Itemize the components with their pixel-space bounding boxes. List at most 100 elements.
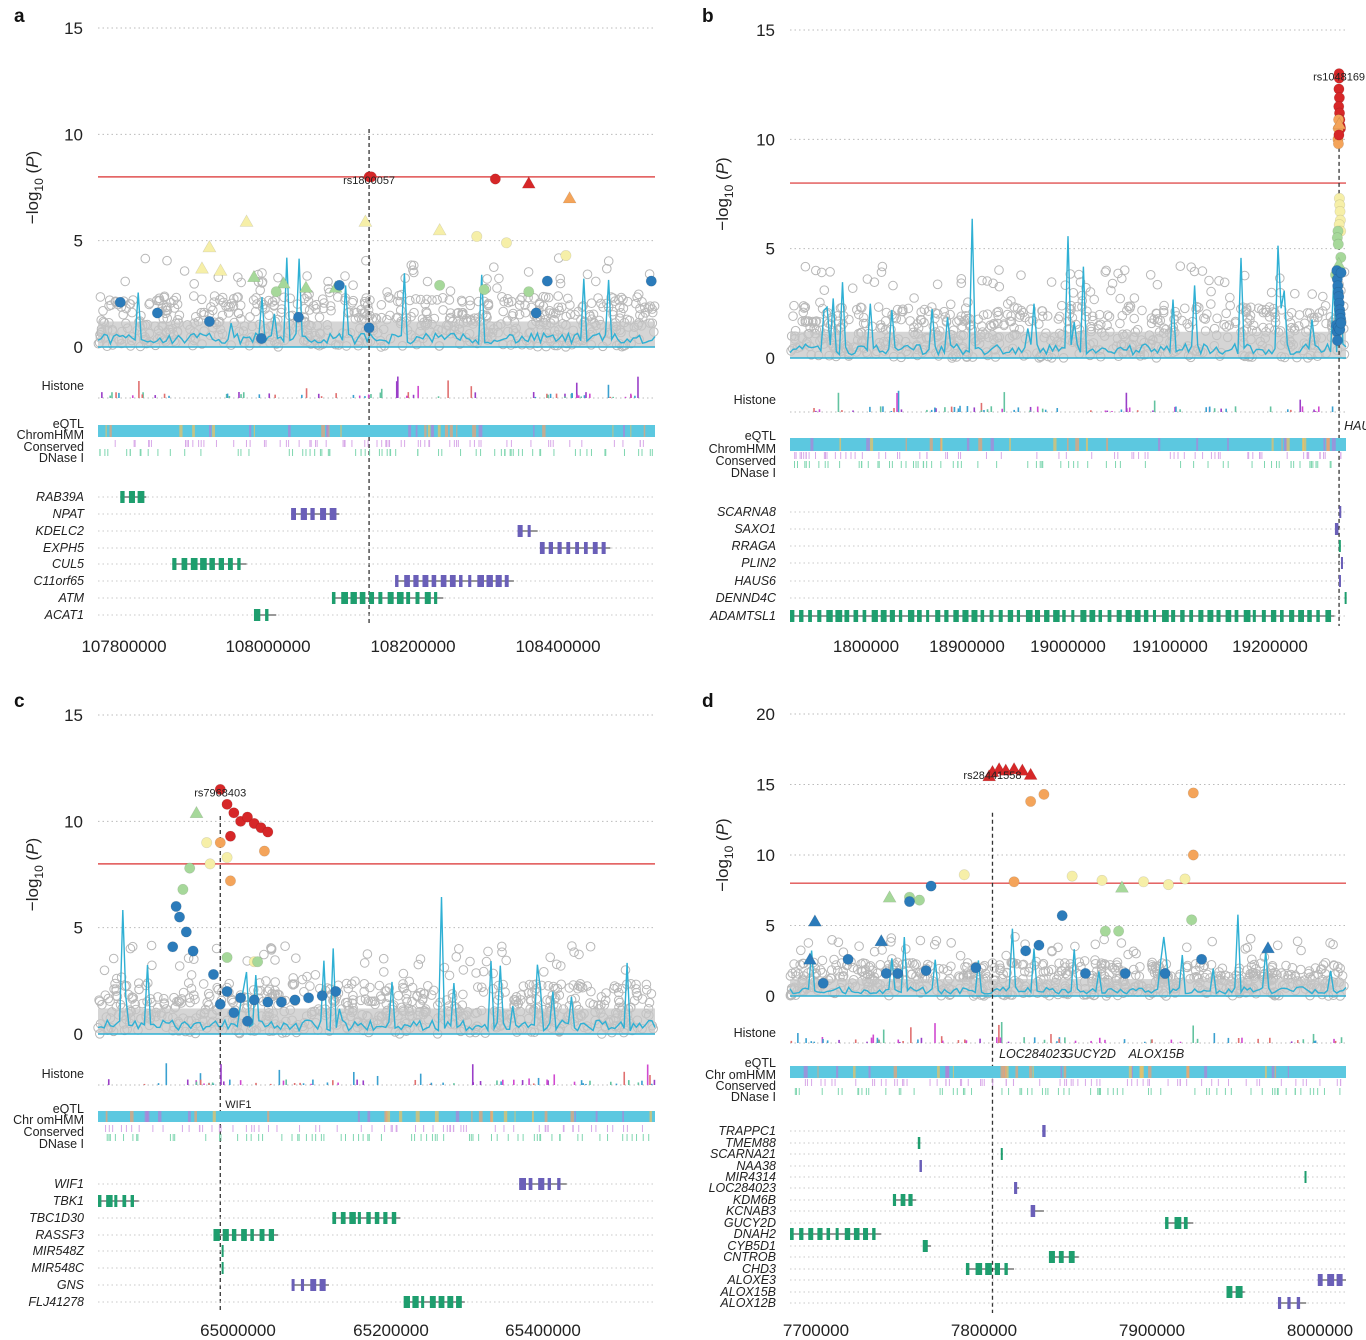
background-snp (411, 294, 421, 304)
gene-label: C11orf65 (34, 574, 85, 588)
chromhmm-state (209, 425, 212, 437)
gene-exon (200, 558, 207, 570)
background-snp (644, 303, 654, 313)
background-snp (1287, 963, 1298, 973)
snp-point-blue (802, 952, 817, 965)
background-snp (529, 293, 539, 303)
background-snp (641, 979, 652, 990)
snp-point-blue (530, 307, 542, 319)
background-snp (503, 297, 514, 308)
gene-exon (218, 558, 225, 570)
background-snp (1113, 268, 1123, 279)
background-snp (869, 946, 880, 957)
gene-exon (908, 1194, 913, 1206)
snp-point-yellow (1138, 876, 1150, 888)
background-snp (502, 294, 513, 304)
gene-exon (994, 1263, 1000, 1275)
snp-point-blue (333, 279, 345, 291)
background-snp (1135, 962, 1145, 972)
background-snp (185, 997, 195, 1008)
background-snp (977, 321, 987, 331)
background-snp (1010, 932, 1020, 942)
background-snp (127, 307, 137, 318)
background-snp (1106, 285, 1116, 296)
background-snp (174, 310, 185, 321)
background-snp (1206, 299, 1216, 309)
background-snp (1257, 304, 1267, 315)
snp-point-yellow (194, 261, 209, 274)
y-axis-label-close: ) (713, 818, 732, 824)
background-snp (221, 301, 231, 312)
background-snp (919, 317, 929, 328)
background-snp (183, 978, 194, 988)
background-snp (1020, 966, 1030, 977)
background-snp (1221, 308, 1231, 319)
gene-exon (1089, 610, 1096, 622)
gene-label: NAA38 (736, 1159, 776, 1173)
background-snp (1251, 968, 1261, 979)
chromhmm-state (179, 425, 183, 437)
snp-point-green (882, 890, 897, 903)
background-snp (118, 309, 128, 320)
snp-point-blue (541, 275, 553, 287)
chromhmm-state (905, 438, 907, 451)
background-snp (1152, 314, 1163, 324)
background-snp (575, 982, 586, 992)
background-snp (892, 957, 903, 968)
background-snp (832, 965, 843, 976)
gene-exon (980, 610, 985, 622)
gene-exon (1134, 610, 1141, 622)
gene-exon (120, 491, 125, 503)
background-snp (1087, 311, 1098, 322)
background-snp (398, 979, 408, 989)
background-snp (277, 304, 287, 314)
background-snp (1129, 313, 1139, 324)
gene-exon (396, 592, 404, 604)
snp-point-blue (1119, 967, 1131, 979)
background-snp (1128, 946, 1139, 957)
gene-exon (826, 1228, 831, 1240)
background-snp (881, 307, 892, 318)
gene-exon (319, 1279, 326, 1291)
background-snp (186, 970, 197, 980)
background-snp (553, 302, 564, 313)
y-axis-label-rest: ( (713, 835, 732, 846)
gene-label: TRAPPC1 (718, 1124, 776, 1138)
background-snp (635, 310, 645, 320)
gene-exon (213, 1229, 220, 1241)
snp-point-orange (258, 845, 270, 857)
chromhmm-state (1029, 1066, 1032, 1078)
background-snp (552, 983, 563, 994)
gene-exon (1171, 610, 1176, 622)
panel-letter: a (14, 6, 25, 27)
background-snp (404, 976, 415, 987)
background-snp (482, 274, 492, 284)
gene-exon (310, 508, 315, 520)
gene-exon (975, 1263, 983, 1275)
background-snp (483, 946, 493, 957)
gene-exon (1016, 610, 1021, 622)
background-snp (359, 986, 370, 997)
background-snp (365, 310, 375, 321)
background-snp (288, 973, 299, 983)
gene-exon (1298, 610, 1305, 622)
background-snp (285, 293, 296, 304)
gene-exon (310, 1279, 317, 1291)
background-snp (1107, 278, 1118, 289)
gene-exon (872, 1228, 876, 1240)
background-snp (1129, 293, 1140, 303)
background-snp (798, 301, 809, 311)
y-tick-label: 10 (756, 130, 775, 149)
gene-exon (1165, 1217, 1169, 1229)
snp-point-blue (262, 996, 274, 1008)
background-snp (1152, 279, 1163, 290)
snp-point-blue (1159, 967, 1171, 979)
background-snp (458, 989, 468, 1000)
gene-label: HAUS6 (734, 574, 776, 588)
y-tick-label: 10 (756, 846, 775, 865)
background-snp (574, 949, 584, 960)
chromhmm-state (1196, 438, 1199, 451)
background-snp (518, 981, 529, 992)
snp-point-green (298, 280, 313, 293)
background-snp (568, 980, 579, 990)
